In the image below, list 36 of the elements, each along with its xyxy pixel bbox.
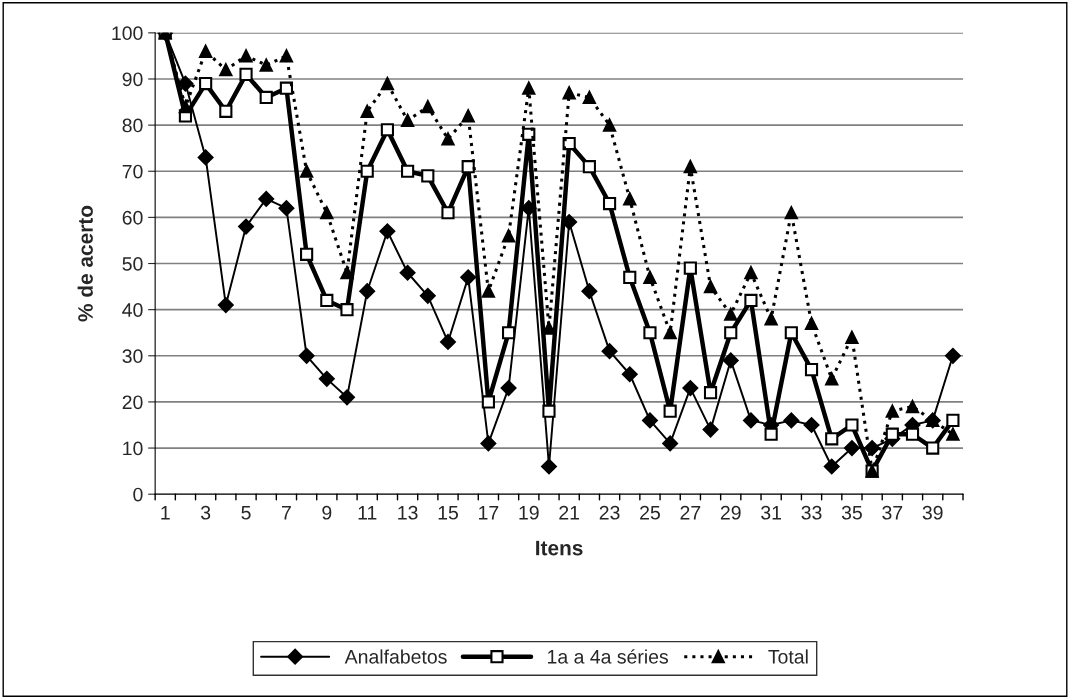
x-tick-label: 29	[720, 505, 741, 520]
x-axis-title: Itens	[536, 540, 583, 556]
y-tick-label: 40	[122, 303, 143, 317]
y-tick-label: 70	[122, 164, 143, 179]
legend-label: Total	[768, 649, 808, 664]
x-tick-label: 25	[640, 505, 660, 520]
y-tick-label: 30	[122, 349, 143, 364]
x-tick-label: 5	[241, 506, 251, 520]
x-tick-label: 27	[680, 505, 701, 520]
x-tick-label: 15	[438, 506, 458, 520]
x-tick-label: 3	[200, 505, 211, 520]
y-axis-title: % de acerto	[77, 205, 93, 322]
legend-label: 1a a 4a séries	[548, 649, 668, 664]
y-tick-label: 0	[133, 487, 143, 502]
x-tick-label: 17	[479, 506, 499, 520]
y-tick-label: 60	[122, 210, 143, 225]
y-tick-label: 90	[122, 72, 143, 87]
x-tick-label: 33	[801, 505, 822, 520]
x-tick-label: 9	[322, 505, 332, 520]
x-tick-label: 35	[841, 505, 862, 520]
x-tick-label: 23	[599, 505, 620, 520]
x-tick-label: 1	[161, 506, 170, 520]
y-tick-label: 100	[112, 26, 143, 41]
x-tick-label: 7	[282, 506, 291, 520]
y-tick-label: 50	[122, 256, 143, 271]
y-tick-label: 20	[122, 395, 143, 410]
x-tick-label: 19	[519, 505, 539, 520]
legend-label: Analfabetos	[344, 649, 447, 664]
x-tick-label: 39	[922, 505, 943, 520]
x-tick-label: 21	[559, 505, 580, 520]
x-tick-label: 11	[358, 506, 377, 520]
y-tick-label: 10	[123, 441, 143, 456]
x-tick-label: 31	[761, 505, 781, 520]
x-tick-label: 37	[882, 505, 903, 520]
y-tick-label: 80	[122, 118, 143, 133]
x-tick-label: 13	[398, 505, 418, 520]
